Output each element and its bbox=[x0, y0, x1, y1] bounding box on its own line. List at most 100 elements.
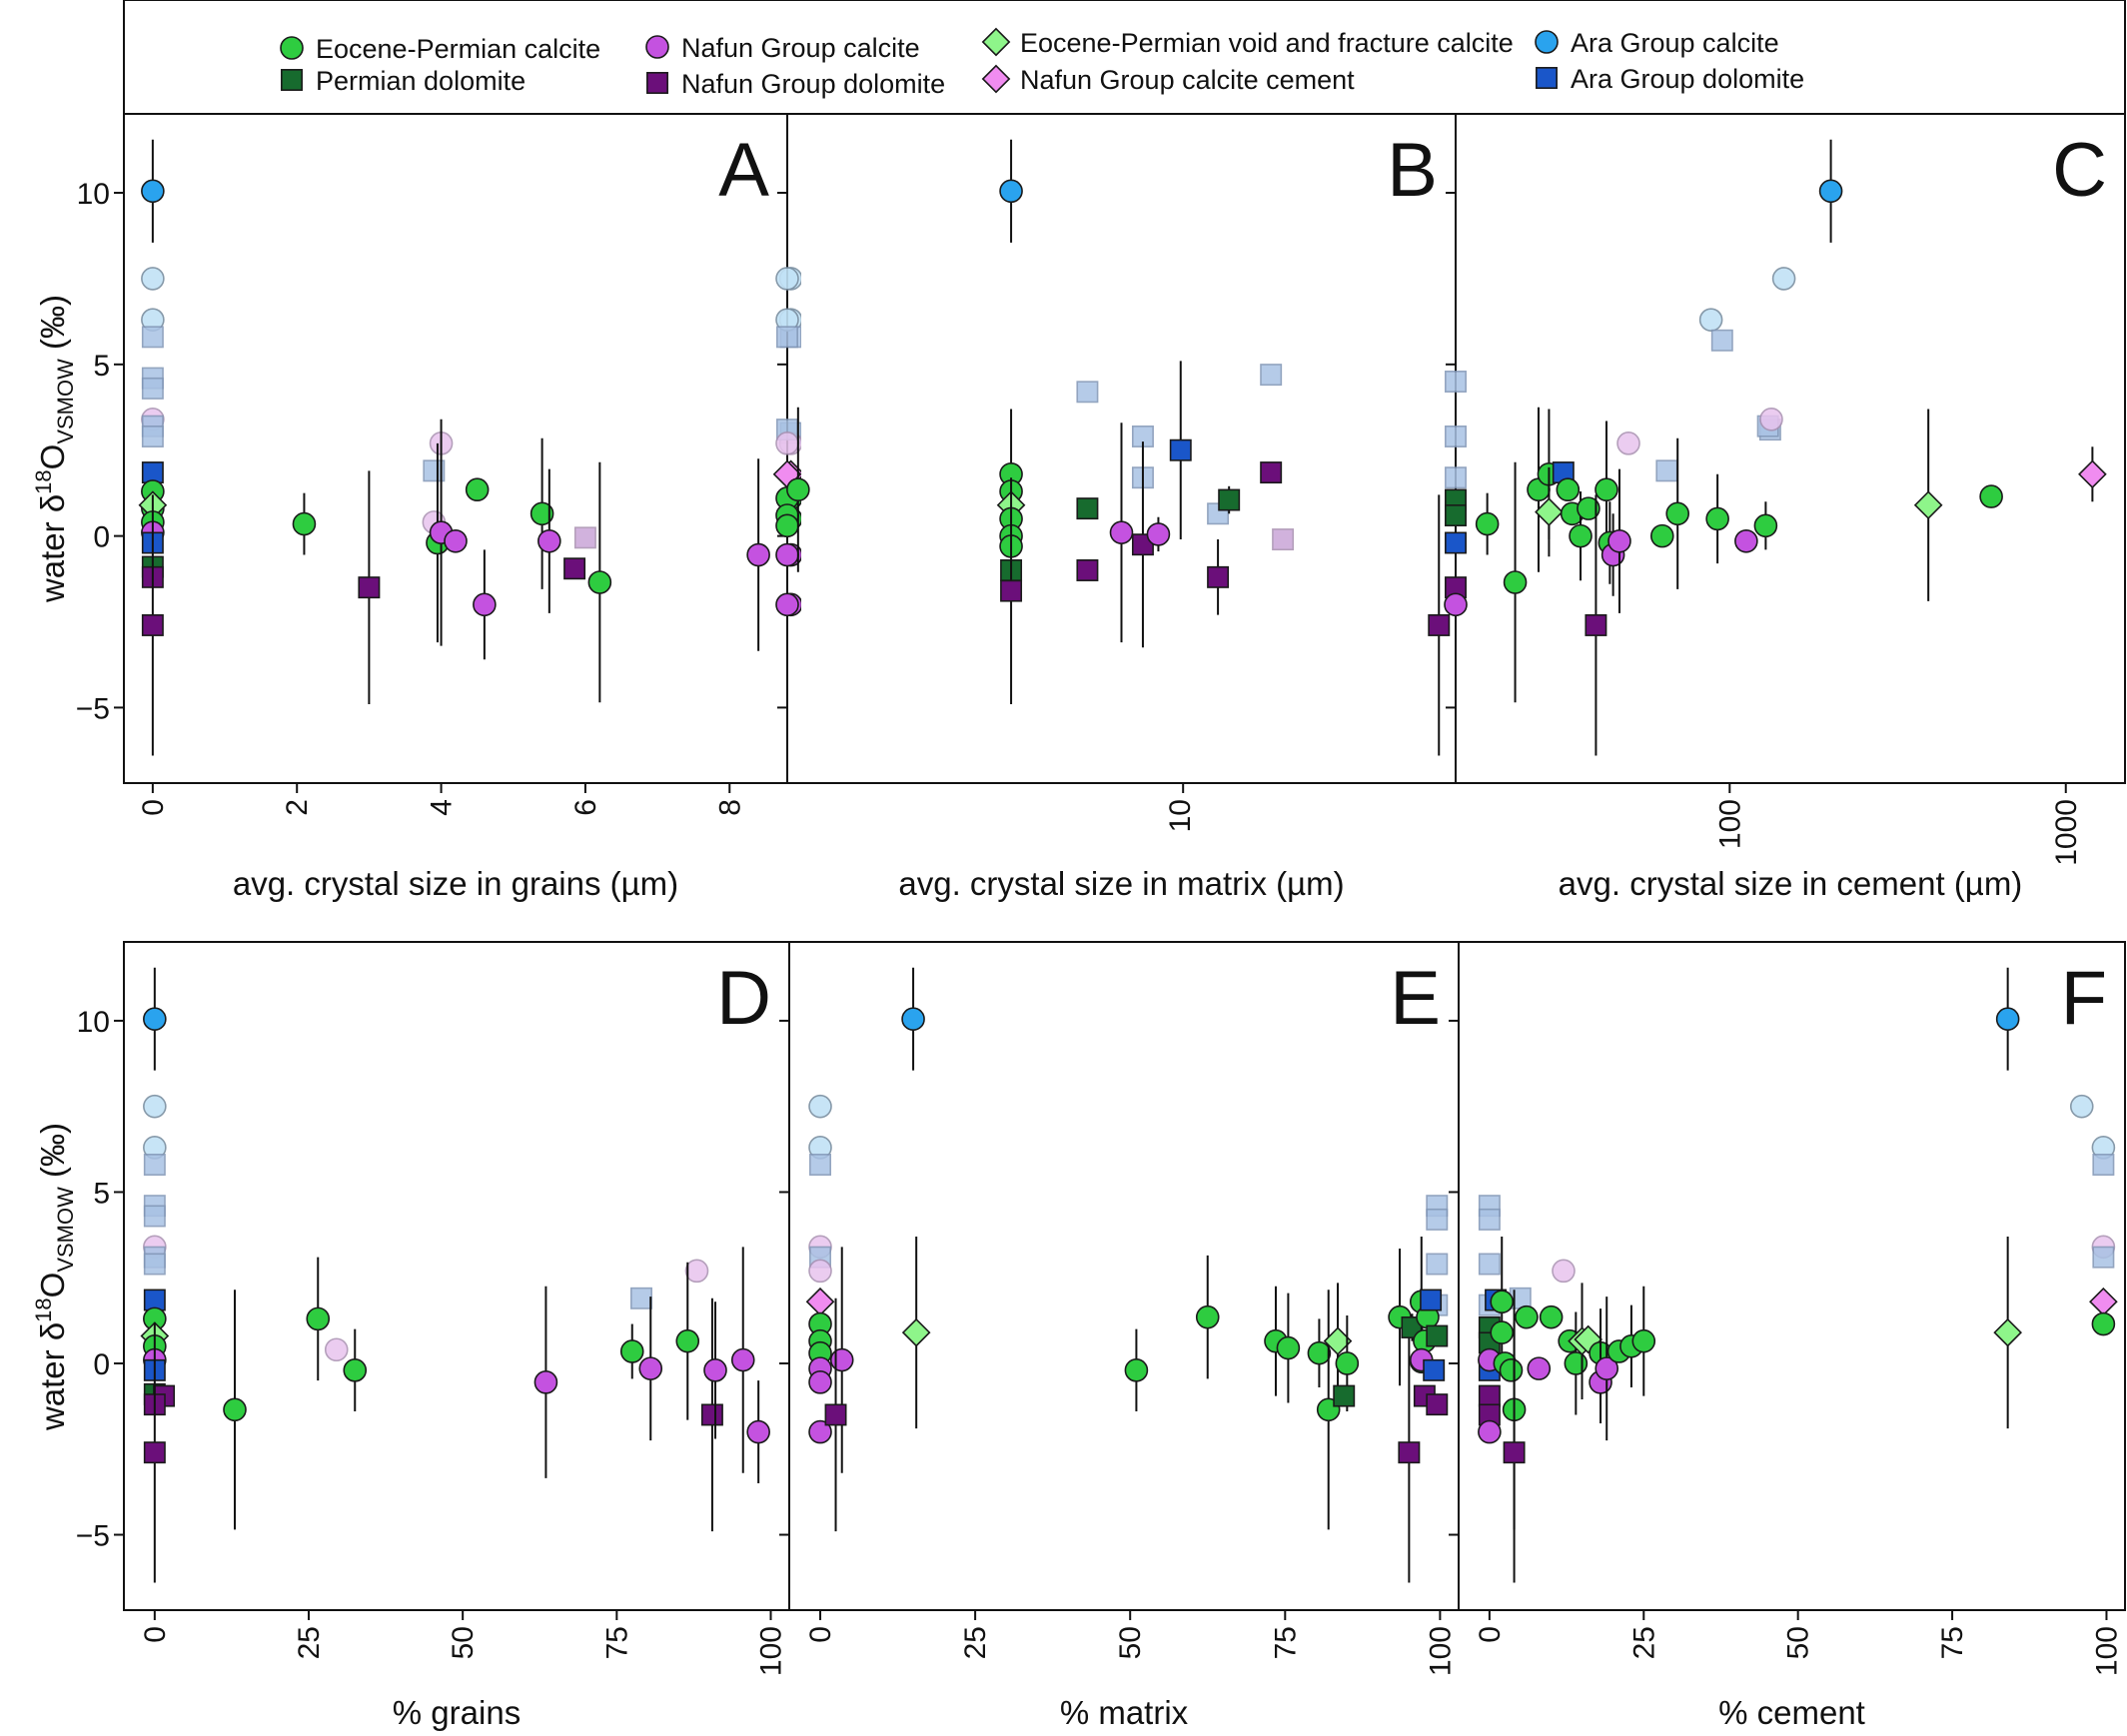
x-axis-title: avg. crystal size in cement (µm) bbox=[1559, 865, 2023, 902]
legend-marker-square bbox=[646, 72, 668, 94]
panel-C: 100 1000 avg. crystal size in cement (µm) C bbox=[1444, 113, 2126, 902]
x-tick-label: 0 bbox=[137, 799, 170, 816]
data-point-ara-calcite bbox=[999, 179, 1023, 204]
panel-frame bbox=[788, 941, 1460, 1611]
legend-item: Nafun Group calcite bbox=[645, 33, 920, 63]
ylabel-main: O bbox=[34, 444, 71, 470]
data-point-nafun-calcite bbox=[1478, 1419, 1502, 1444]
data-point-ep-calcite bbox=[1515, 1304, 1539, 1329]
data-point-ara-faded-circle bbox=[808, 1094, 832, 1119]
ylabel-sub: VSMOW bbox=[53, 359, 78, 444]
data-point-nafun-calcite bbox=[808, 1419, 832, 1444]
data-point-nafun-dol bbox=[1000, 579, 1023, 602]
data-point-nafun-calcite bbox=[1595, 1356, 1619, 1380]
ylabel-pre: water δ bbox=[34, 1322, 71, 1431]
y-tick-label: 5 bbox=[93, 350, 110, 383]
data-point-nafun-dol bbox=[1076, 558, 1099, 581]
data-point-nafun-dol bbox=[1398, 1441, 1421, 1464]
data-point-nafun-cement bbox=[805, 1287, 835, 1316]
data-point-perm-dol bbox=[1218, 488, 1241, 511]
data-point-nafun-calcite bbox=[775, 592, 799, 617]
ylabel-main: O bbox=[34, 1273, 71, 1299]
data-point-nafun-dol bbox=[1260, 461, 1283, 484]
data-point-ep-calcite bbox=[306, 1306, 331, 1331]
y-tick-label: 10 bbox=[77, 178, 110, 211]
x-tick-label: 25 bbox=[1627, 1626, 1660, 1659]
data-point-nafun-calcite bbox=[473, 592, 497, 617]
data-point-ara-faded-circle bbox=[141, 267, 165, 291]
data-point-ara-calcite bbox=[1995, 1007, 2020, 1031]
data-point-nafun-calcite bbox=[1444, 592, 1468, 617]
data-point-ara-dol bbox=[1445, 531, 1467, 554]
x-tick-label: 25 bbox=[959, 1626, 992, 1659]
points bbox=[138, 139, 801, 756]
data-point-nafun-faded-circle bbox=[684, 1259, 709, 1284]
x-tick-label: 100 bbox=[1424, 1626, 1457, 1676]
x-tick-label: 75 bbox=[600, 1626, 633, 1659]
data-point-ep-calcite bbox=[675, 1328, 700, 1353]
legend-marker-circle bbox=[1535, 30, 1559, 54]
data-point-ep-calcite bbox=[786, 477, 810, 502]
data-point-ara-dol bbox=[1420, 1289, 1443, 1311]
data-point-nafun-cement bbox=[2078, 459, 2107, 489]
data-point-ara-faded-square bbox=[1445, 466, 1467, 489]
panel-E: 0 25 50 75 100 % matrix E bbox=[779, 941, 1460, 1731]
y-tick-label: 5 bbox=[93, 1177, 110, 1210]
legend-label: Ara Group calcite bbox=[1571, 28, 1779, 58]
data-point-ara-faded-square bbox=[1478, 1253, 1501, 1276]
x-tick-label: 25 bbox=[293, 1626, 326, 1659]
data-point-ara-faded-circle bbox=[1771, 267, 1796, 291]
data-point-ep-calcite bbox=[1195, 1304, 1220, 1329]
data-point-ep-calcite bbox=[530, 501, 554, 526]
x-tick-label: 100 bbox=[755, 1626, 788, 1676]
data-point-ep-calcite bbox=[1564, 1351, 1589, 1375]
points bbox=[1478, 967, 2118, 1583]
data-point-nafun-calcite bbox=[444, 528, 468, 553]
data-point-ep-calcite bbox=[343, 1358, 368, 1382]
data-point-nafun-dol bbox=[1426, 1393, 1449, 1416]
ylabel-sup: 18 bbox=[31, 469, 56, 493]
x-tick-label: 10 bbox=[1164, 799, 1197, 832]
data-point-ara-faded-square bbox=[2092, 1246, 2115, 1269]
legend-item: Ara Group dolomite bbox=[1536, 64, 1804, 94]
legend-marker-diamond bbox=[981, 27, 1011, 57]
data-point-ara-faded-square bbox=[141, 425, 164, 447]
legend-marker-diamond bbox=[981, 64, 1011, 94]
panel-letter: E bbox=[1390, 956, 1441, 1041]
x-tick-label: 100 bbox=[1713, 799, 1746, 849]
data-point-nafun-dol bbox=[1503, 1441, 1526, 1464]
data-point-ara-faded-square bbox=[141, 377, 164, 400]
data-point-ara-calcite bbox=[901, 1007, 925, 1031]
data-point-nafun-dol bbox=[700, 1403, 723, 1426]
data-point-ep-calcite bbox=[587, 570, 612, 594]
data-point-ara-faded-square bbox=[143, 1253, 166, 1276]
data-point-ara-faded-square bbox=[1655, 459, 1678, 482]
x-tick-label: 75 bbox=[1269, 1626, 1302, 1659]
data-point-nafun-calcite bbox=[1146, 522, 1171, 546]
data-point-nafun-calcite bbox=[703, 1358, 727, 1382]
data-point-ep-calcite bbox=[1577, 496, 1600, 520]
x-tick-label: 6 bbox=[569, 799, 602, 816]
data-point-ep-calcite bbox=[2091, 1311, 2116, 1336]
data-point-nafun-calcite bbox=[746, 542, 770, 567]
data-point-ep-calcite bbox=[1475, 511, 1500, 536]
data-point-ara-faded-circle bbox=[1698, 308, 1723, 332]
points bbox=[140, 967, 770, 1583]
points bbox=[773, 139, 1451, 756]
data-point-nafun-dol bbox=[824, 1403, 847, 1426]
data-point-ara-faded-square bbox=[2092, 1154, 2115, 1176]
data-point-nafun-calcite bbox=[808, 1370, 832, 1394]
data-point-ep-void bbox=[1535, 497, 1564, 526]
legend-label: Nafun Group calcite bbox=[681, 33, 920, 63]
data-point-perm-dol bbox=[1076, 497, 1099, 520]
x-tick-label: 0 bbox=[1474, 1626, 1507, 1643]
x-axis-title: % grains bbox=[393, 1694, 521, 1731]
data-point-ep-calcite bbox=[292, 511, 317, 536]
data-point-ep-calcite bbox=[1705, 506, 1729, 531]
data-point-ara-calcite bbox=[141, 179, 165, 204]
data-point-nafun-dol bbox=[358, 576, 381, 599]
data-point-ara-calcite bbox=[143, 1007, 167, 1031]
y-tick-label: 0 bbox=[93, 1348, 110, 1381]
panel-letter: B bbox=[1387, 128, 1438, 213]
